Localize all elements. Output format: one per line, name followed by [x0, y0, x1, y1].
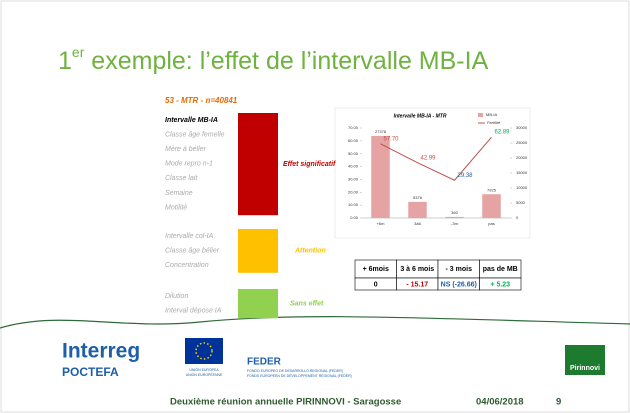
- footer-text: Deuxième réunion annuelle PIRINNOVI - Sa…: [170, 397, 401, 408]
- footer-date: 04/06/2018: [476, 397, 524, 408]
- bar: [445, 216, 464, 218]
- footer-page: 9: [556, 397, 561, 408]
- title-number: 1: [58, 47, 72, 75]
- title-text: exemple: l’effet de l’intervalle MB-IA: [84, 47, 488, 75]
- bar: [482, 194, 501, 218]
- title: 1er exemple: l’effet de l’intervalle MB-…: [58, 44, 489, 75]
- legend-swatch: [478, 113, 483, 117]
- line-label: 57.70: [384, 136, 400, 142]
- interreg-logo: Interreg: [62, 340, 140, 363]
- y-tick-label: 70.00: [348, 125, 359, 130]
- x-tick-label: +6m: [377, 221, 386, 226]
- eu-text: UNIÓN EUROPEA: [189, 367, 219, 372]
- factor-label: Classe lait: [165, 175, 198, 182]
- effect-label: Effet significatif: [283, 161, 336, 168]
- eu-flag: [185, 338, 223, 364]
- y-tick-label: 0.00: [350, 215, 359, 220]
- y2-tick-label: 20000: [516, 155, 528, 160]
- table-cell: [479, 277, 522, 291]
- y-tick-label: 60.00: [348, 138, 359, 143]
- chart-title: Intervalle MB-IA - MTR: [394, 113, 447, 119]
- bar-label: 7925: [487, 187, 497, 192]
- bar-label: 360: [451, 210, 458, 215]
- legend-label: Fertilité: [487, 120, 501, 125]
- table-value: + 5.23: [490, 281, 510, 288]
- table-value: - 15.17: [406, 281, 428, 288]
- factor-label: Classe âge bélier: [165, 247, 220, 254]
- y-tick-label: 20.00: [348, 189, 359, 194]
- factor-label: Semaine: [165, 190, 193, 197]
- effect-label: Sans effet: [290, 300, 324, 307]
- poctefa-logo: POCTEFA: [62, 365, 119, 379]
- line-label: 62.89: [495, 130, 511, 136]
- legend-label: MB-IA: [486, 112, 497, 117]
- bar-label: 27378: [375, 129, 387, 134]
- x-tick-label: 3à6: [414, 221, 421, 226]
- factor-label: Classe âge femelle: [165, 131, 225, 138]
- feder-logo: FEDER: [247, 357, 282, 368]
- factor-label: Dilution: [165, 293, 188, 300]
- x-tick-label: -3m: [451, 221, 459, 226]
- y2-tick-label: 0: [516, 215, 519, 220]
- factor-label: Mode repro n-1: [165, 161, 213, 168]
- factor-label: Intervalle col-IA: [165, 233, 214, 240]
- effect-block: [238, 229, 278, 273]
- line: [380, 136, 492, 181]
- eu-stars: [195, 342, 213, 360]
- y-tick-label: 10.00: [348, 202, 359, 207]
- title-sup: er: [72, 44, 85, 60]
- table-value: 0: [374, 281, 378, 288]
- y2-tick-label: 15000: [516, 170, 528, 175]
- y-tick-label: 30.00: [348, 176, 359, 181]
- effect-block: [238, 289, 278, 319]
- pirinnovi-text: Pirinnovi: [570, 365, 600, 372]
- factor-label: Mère à béller: [165, 146, 207, 153]
- y-tick-label: 40.00: [348, 164, 359, 169]
- bar-label: 5378: [413, 195, 423, 200]
- subtitle: 53 - MTR - n=40841: [165, 96, 238, 105]
- table-header: pas de MB: [483, 266, 518, 273]
- line-label: 29.38: [458, 173, 474, 179]
- y-tick-label: 50.00: [348, 151, 359, 156]
- table-header: + 6mois: [363, 266, 389, 273]
- effect-block: [238, 113, 278, 216]
- feder-text: FONDS EUROPÉEN DE DÉVELOPPEMENT RÉGIONAL…: [247, 373, 352, 378]
- table-header: 3 à 6 mois: [400, 266, 434, 273]
- y2-tick-label: 5000: [516, 200, 526, 205]
- line-label: 42.99: [421, 155, 437, 161]
- y2-tick-label: 10000: [516, 185, 528, 190]
- bar: [371, 135, 390, 218]
- table-value: NS (-26.66): [441, 281, 477, 288]
- x-tick-label: pas: [488, 221, 494, 226]
- y2-tick-label: 30000: [516, 125, 528, 130]
- y2-tick-label: 25000: [516, 140, 528, 145]
- table-header: - 3 mois: [446, 266, 473, 273]
- wave: [0, 316, 630, 329]
- chart-frame: [334, 107, 531, 239]
- feder-text: FONDO EUROPEO DE DESARROLLO REGIONAL (FE…: [247, 369, 343, 373]
- factor-label: Intervalle MB-IA: [165, 117, 218, 124]
- factor-label: Interval dépose IA: [165, 307, 222, 314]
- eu-text: UNION EUROPÉENNE: [186, 372, 223, 377]
- bar: [408, 201, 427, 218]
- factor-label: Concentration: [165, 262, 209, 269]
- effect-label: Attention: [294, 248, 326, 255]
- pirinnovi-logo: [565, 345, 605, 375]
- factor-label: Motilité: [165, 204, 187, 211]
